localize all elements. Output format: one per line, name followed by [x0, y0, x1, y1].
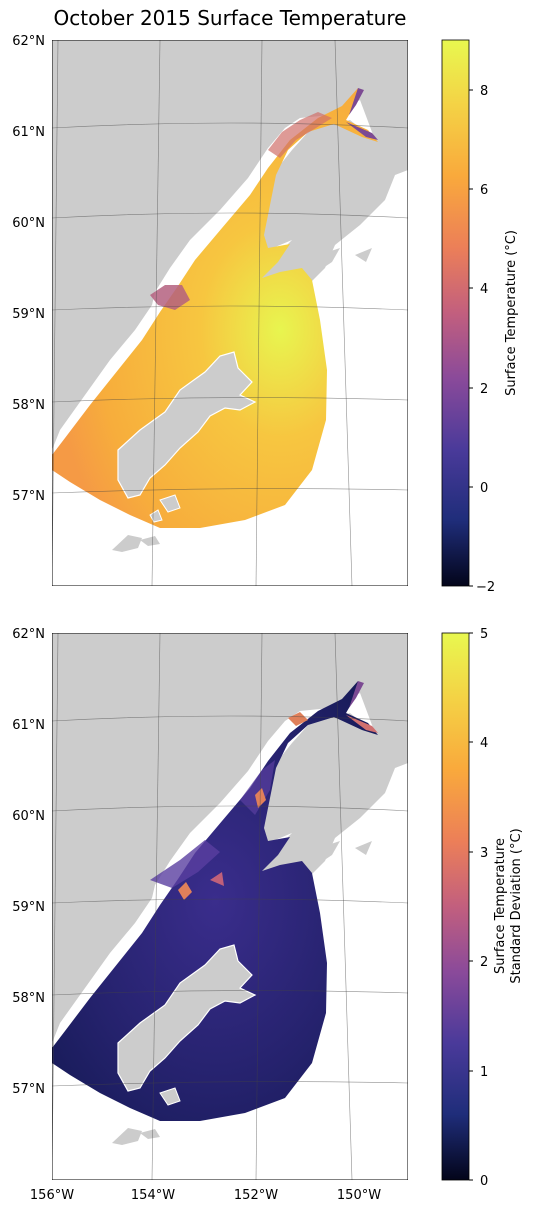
lon-tick-label: 150°W — [337, 1188, 381, 1203]
lon-tick-label: 154°W — [131, 1188, 175, 1203]
lat-tick-label: 60°N — [12, 809, 45, 824]
lat-tick-label: 58°N — [12, 991, 45, 1006]
water-std-field — [52, 681, 378, 1121]
kodiak-island — [117, 351, 257, 499]
colorbar-tick: 4 — [480, 282, 488, 297]
colorbar-tick: 2 — [480, 955, 488, 970]
colorbar-tick: 8 — [480, 84, 488, 99]
colorbar-tick: 2 — [480, 382, 488, 397]
graticule — [52, 633, 408, 1180]
lat-tick-label: 57°N — [12, 489, 45, 504]
colorbar-tick: 0 — [480, 1174, 488, 1189]
colorbar-label-line2: Standard Deviation (°C) — [509, 828, 524, 983]
longitude-ticks: 156°W 154°W 152°W 150°W — [30, 1188, 381, 1203]
cold-inlet-region — [150, 285, 190, 310]
lat-tick-label: 61°N — [12, 718, 45, 733]
temperature-map — [52, 40, 408, 586]
lon-tick-label: 152°W — [234, 1188, 278, 1203]
latitude-ticks-bottom: 62°N 61°N 60°N 59°N 58°N 57°N — [12, 627, 45, 1097]
graticule — [52, 40, 408, 586]
kodiak-island — [117, 944, 257, 1092]
colorbar-std-deviation: 5 4 3 2 1 0 Surface Temperature Standard… — [441, 627, 524, 1189]
colorbar-label-line1: Surface Temperature — [493, 838, 508, 974]
colorbar-temperature: 8 6 4 2 0 −2 Surface Temperature (°C) — [441, 39, 519, 595]
lon-tick-label: 156°W — [30, 1188, 74, 1203]
land-mass — [52, 633, 408, 1043]
std-deviation-map — [52, 633, 408, 1180]
colorbar-tick: 6 — [480, 183, 488, 198]
lat-tick-label: 62°N — [12, 627, 45, 642]
lat-tick-label: 58°N — [12, 398, 45, 413]
lat-tick-label: 62°N — [12, 34, 45, 49]
latitude-ticks-top: 62°N 61°N 60°N 59°N 58°N 57°N — [12, 34, 45, 504]
colorbar-tick: −2 — [476, 580, 495, 595]
lat-tick-label: 61°N — [12, 125, 45, 140]
lat-tick-label: 59°N — [12, 900, 45, 915]
water-temperature-field — [52, 88, 378, 528]
chart-title: October 2015 Surface Temperature — [54, 6, 407, 30]
lat-tick-label: 57°N — [12, 1082, 45, 1097]
colorbar-tick: 5 — [480, 627, 488, 642]
colorbar-label: Surface Temperature (°C) — [504, 230, 519, 396]
land-mass — [52, 40, 408, 450]
colorbar-tick: 0 — [480, 481, 488, 496]
colorbar-tick: 4 — [480, 736, 488, 751]
lat-tick-label: 60°N — [12, 216, 45, 231]
lat-tick-label: 59°N — [12, 307, 45, 322]
colorbar-tick: 3 — [480, 846, 488, 861]
colorbar-tick: 1 — [480, 1065, 488, 1080]
